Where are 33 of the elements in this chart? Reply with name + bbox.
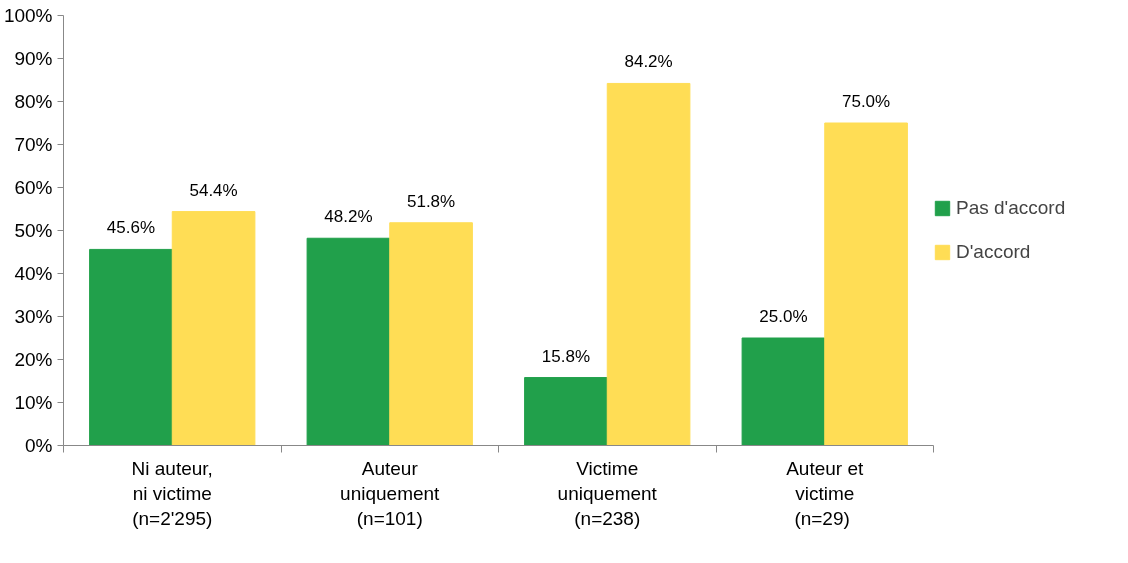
x-tick-label: Ni auteur, ni victime (n=2'295) [131,457,213,529]
data-label: 84.2% [624,52,673,72]
x-tick-label: Auteur et victime (n=29) [786,457,865,529]
bar [741,337,826,446]
y-tick-label: 100% [3,5,53,26]
data-label: 25.0% [759,307,808,326]
x-tick-label: Victime uniquement (n=238) [557,457,658,529]
data-label: 75.0% [841,92,891,111]
x-tick-label: Auteur uniquement (n=101) [340,457,441,529]
y-tick-label: 10% [14,392,53,413]
legend-label: Pas d'accord [956,197,1066,219]
data-label: 51.8% [406,191,456,211]
y-tick-label: 80% [14,91,53,112]
data-label: 45.6% [106,218,156,238]
data-label: 15.8% [541,346,591,366]
bar [89,248,173,446]
y-tick-label: 90% [14,48,53,69]
data-label: 48.2% [324,207,373,227]
bar [524,377,608,446]
bar [306,237,391,446]
y-tick-label: 70% [14,134,53,155]
legend-label: D'accord [956,241,1031,263]
bar [389,222,473,446]
y-tick-label: 30% [14,306,53,327]
bar [824,122,908,446]
y-tick-label: 40% [14,263,53,284]
y-tick-label: 0% [25,435,53,456]
y-tick-label: 50% [14,220,53,241]
data-label: 54.4% [189,180,238,200]
y-tick-label: 20% [14,349,53,370]
bar [606,82,691,446]
bar [171,211,256,446]
y-tick-label: 60% [14,177,53,198]
